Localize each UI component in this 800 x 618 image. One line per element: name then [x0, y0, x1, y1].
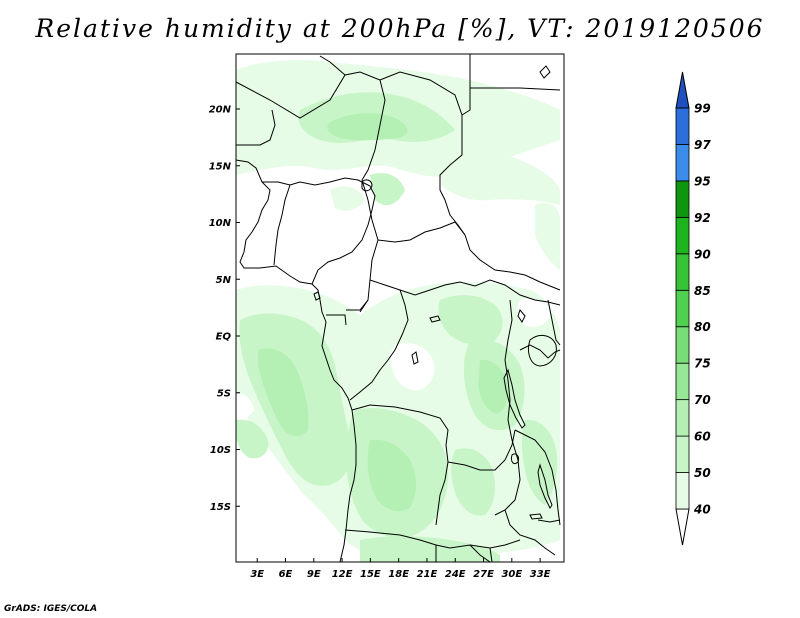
lat-label: 5S — [217, 388, 231, 399]
colorbar-box — [675, 472, 690, 510]
colorbar-label: 97 — [694, 138, 711, 152]
colorbar-box — [675, 435, 690, 473]
colorbar-label: 50 — [694, 466, 711, 480]
lon-label: 27E — [473, 569, 494, 580]
colorbar-label: 60 — [694, 430, 711, 444]
colorbar-label: 95 — [694, 174, 711, 188]
lon-label: 3E — [250, 569, 264, 580]
colorbar-box — [675, 107, 690, 145]
lon-label: 15E — [360, 569, 381, 580]
map-panel — [235, 53, 565, 563]
colorbar-label: 40 — [693, 503, 711, 517]
lon-label: 21E — [417, 569, 438, 580]
colorbar-box — [675, 216, 690, 255]
lat-label: 15S — [210, 502, 231, 513]
colorbar-box — [675, 253, 690, 291]
colorbar: 40 50 60 70 75 80 85 90 92 95 97 99 — [675, 71, 711, 546]
colorbar-high-arrow — [675, 71, 690, 109]
colorbar-box — [675, 289, 690, 328]
colorbar-box — [675, 144, 690, 182]
lat-label: 15N — [209, 161, 232, 172]
boundaries — [235, 54, 561, 563]
lon-label: 33E — [530, 569, 551, 580]
lat-label: 10S — [210, 445, 231, 456]
colorbar-label: 75 — [694, 357, 711, 371]
colorbar-box — [675, 180, 690, 218]
lat-label: EQ — [216, 332, 232, 343]
colorbar-label: 90 — [694, 247, 711, 261]
lon-label: 24E — [445, 569, 466, 580]
colorbar-label: 99 — [694, 102, 711, 116]
lon-label: 30E — [501, 569, 522, 580]
latitude-axis: 20N 15N 10N 5N EQ 5S 10S 15S — [209, 105, 240, 513]
colorbar-label: 85 — [694, 284, 711, 298]
longitude-axis: 3E 6E 9E 12E 15E 18E 21E 24E 27E 30E 33E — [250, 558, 551, 580]
lat-label: 5N — [216, 275, 232, 286]
colorbar-box — [675, 326, 690, 364]
colorbar-label: 80 — [694, 320, 711, 334]
map-title: Relative humidity at 200hPa [%], VT: 201… — [35, 14, 765, 43]
colorbar-label: 92 — [694, 211, 711, 225]
colorbar-box — [675, 362, 690, 401]
lon-label: 18E — [388, 569, 409, 580]
lat-label: 20N — [209, 105, 232, 116]
colorbar-label: 70 — [694, 393, 711, 407]
colorbar-box — [675, 399, 690, 437]
lon-label: 12E — [332, 569, 353, 580]
lat-label: 10N — [209, 218, 232, 229]
lon-label: 9E — [307, 569, 321, 580]
colorbar-low-arrow — [675, 508, 690, 546]
lon-label: 6E — [279, 569, 293, 580]
credit-text: GrADS: IGES/COLA — [4, 604, 98, 614]
